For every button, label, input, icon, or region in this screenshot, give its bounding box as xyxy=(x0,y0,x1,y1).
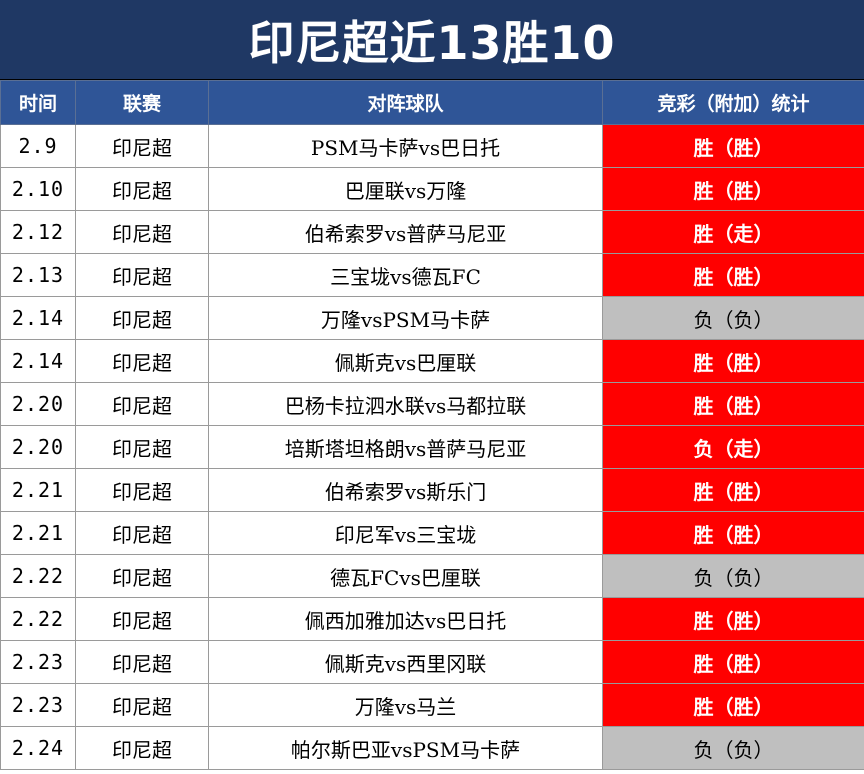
match-cell: 德瓦FCvs巴厘联 xyxy=(208,554,603,598)
result-cell: 负（负） xyxy=(602,296,864,340)
result-cell: 胜（走） xyxy=(602,210,864,254)
match-cell: 万隆vs马兰 xyxy=(208,683,603,727)
date-cell: 2.14 xyxy=(0,339,76,383)
result-cell: 胜（胜） xyxy=(602,511,864,555)
league-cell: 印尼超 xyxy=(75,640,209,684)
match-cell: 巴厘联vs万隆 xyxy=(208,167,603,211)
header-row: 时间 联赛 对阵球队 竞彩（附加）统计 xyxy=(0,80,864,125)
match-cell: 印尼军vs三宝垅 xyxy=(208,511,603,555)
result-cell: 负（负） xyxy=(602,726,864,770)
table-row: 2.20 印尼超 巴杨卡拉泗水联vs马都拉联 胜（胜） xyxy=(0,382,864,426)
match-cell: 帕尔斯巴亚vsPSM马卡萨 xyxy=(208,726,603,770)
result-cell: 胜（胜） xyxy=(602,640,864,684)
table-row: 2.14 印尼超 万隆vsPSM马卡萨 负（负） xyxy=(0,296,864,340)
header-league: 联赛 xyxy=(75,80,209,125)
match-cell: 培斯塔坦格朗vs普萨马尼亚 xyxy=(208,425,603,469)
match-cell: 巴杨卡拉泗水联vs马都拉联 xyxy=(208,382,603,426)
league-cell: 印尼超 xyxy=(75,554,209,598)
table-row: 2.21 印尼超 伯希索罗vs斯乐门 胜（胜） xyxy=(0,468,864,512)
result-cell: 胜（胜） xyxy=(602,167,864,211)
table-row: 2.10 印尼超 巴厘联vs万隆 胜（胜） xyxy=(0,167,864,211)
league-cell: 印尼超 xyxy=(75,511,209,555)
league-cell: 印尼超 xyxy=(75,124,209,168)
date-cell: 2.21 xyxy=(0,511,76,555)
date-cell: 2.21 xyxy=(0,468,76,512)
match-cell: 伯希索罗vs斯乐门 xyxy=(208,468,603,512)
match-cell: 三宝垅vs德瓦FC xyxy=(208,253,603,297)
league-cell: 印尼超 xyxy=(75,468,209,512)
date-cell: 2.20 xyxy=(0,425,76,469)
date-cell: 2.23 xyxy=(0,683,76,727)
match-cell: 伯希索罗vs普萨马尼亚 xyxy=(208,210,603,254)
date-cell: 2.14 xyxy=(0,296,76,340)
table-row: 2.23 印尼超 佩斯克vs西里冈联 胜（胜） xyxy=(0,640,864,684)
result-cell: 胜（胜） xyxy=(602,382,864,426)
sheet-title: 印尼超近13胜10 xyxy=(0,0,864,80)
date-cell: 2.22 xyxy=(0,554,76,598)
league-cell: 印尼超 xyxy=(75,167,209,211)
match-cell: 佩斯克vs西里冈联 xyxy=(208,640,603,684)
result-cell: 胜（胜） xyxy=(602,253,864,297)
header-stats: 竞彩（附加）统计 xyxy=(602,80,864,125)
match-cell: 佩斯克vs巴厘联 xyxy=(208,339,603,383)
league-cell: 印尼超 xyxy=(75,597,209,641)
league-cell: 印尼超 xyxy=(75,339,209,383)
league-cell: 印尼超 xyxy=(75,382,209,426)
result-cell: 胜（胜） xyxy=(602,124,864,168)
date-cell: 2.12 xyxy=(0,210,76,254)
header-time: 时间 xyxy=(0,80,76,125)
league-cell: 印尼超 xyxy=(75,425,209,469)
league-cell: 印尼超 xyxy=(75,253,209,297)
league-cell: 印尼超 xyxy=(75,726,209,770)
match-cell: 佩西加雅加达vs巴日托 xyxy=(208,597,603,641)
match-cell: 万隆vsPSM马卡萨 xyxy=(208,296,603,340)
league-cell: 印尼超 xyxy=(75,296,209,340)
result-cell: 胜（胜） xyxy=(602,597,864,641)
table-row: 2.12 印尼超 伯希索罗vs普萨马尼亚 胜（走） xyxy=(0,210,864,254)
table-row: 2.14 印尼超 佩斯克vs巴厘联 胜（胜） xyxy=(0,339,864,383)
league-cell: 印尼超 xyxy=(75,683,209,727)
header-match: 对阵球队 xyxy=(208,80,603,125)
result-cell: 胜（胜） xyxy=(602,339,864,383)
results-table: 时间 联赛 对阵球队 竞彩（附加）统计 2.9 印尼超 PSM马卡萨vs巴日托 胜（胜… xyxy=(0,80,864,770)
date-cell: 2.13 xyxy=(0,253,76,297)
result-cell: 负（负） xyxy=(602,554,864,598)
table-row: 2.22 印尼超 佩西加雅加达vs巴日托 胜（胜） xyxy=(0,597,864,641)
date-cell: 2.20 xyxy=(0,382,76,426)
table-row: 2.20 印尼超 培斯塔坦格朗vs普萨马尼亚 负（走） xyxy=(0,425,864,469)
date-cell: 2.9 xyxy=(0,124,76,168)
match-cell: PSM马卡萨vs巴日托 xyxy=(208,124,603,168)
table-row: 2.24 印尼超 帕尔斯巴亚vsPSM马卡萨 负（负） xyxy=(0,726,864,770)
league-cell: 印尼超 xyxy=(75,210,209,254)
table-row: 2.21 印尼超 印尼军vs三宝垅 胜（胜） xyxy=(0,511,864,555)
table-row: 2.23 印尼超 万隆vs马兰 胜（胜） xyxy=(0,683,864,727)
date-cell: 2.10 xyxy=(0,167,76,211)
table-row: 2.9 印尼超 PSM马卡萨vs巴日托 胜（胜） xyxy=(0,124,864,168)
result-cell: 胜（胜） xyxy=(602,683,864,727)
date-cell: 2.22 xyxy=(0,597,76,641)
result-cell: 负（走） xyxy=(602,425,864,469)
result-cell: 胜（胜） xyxy=(602,468,864,512)
date-cell: 2.24 xyxy=(0,726,76,770)
table-row: 2.22 印尼超 德瓦FCvs巴厘联 负（负） xyxy=(0,554,864,598)
table-row: 2.13 印尼超 三宝垅vs德瓦FC 胜（胜） xyxy=(0,253,864,297)
date-cell: 2.23 xyxy=(0,640,76,684)
